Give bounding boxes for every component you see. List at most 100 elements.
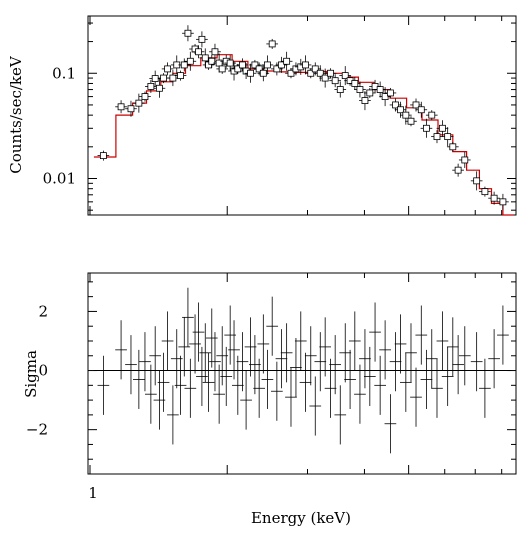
data-point [359,91,371,111]
residual-point [97,355,110,415]
data-point [139,91,151,102]
residual-point [257,314,270,374]
data-point [196,31,208,48]
residuals-y-tick-labels: 2 0 −2 [26,302,48,438]
data-point [216,63,229,74]
data-point [420,118,433,138]
residual-point [220,346,233,407]
residual-point [394,314,407,374]
residual-point [184,358,197,418]
residual-point [294,311,307,371]
data-point [133,93,145,113]
data-point [425,110,438,121]
residual-point [182,287,194,347]
residual-point [253,358,266,418]
residuals-plot-frame [87,272,517,475]
residual-point [192,302,205,362]
residuals-data-points [97,287,509,454]
residual-point [379,320,391,380]
residual-point [399,352,412,412]
residual-point [202,352,215,412]
residual-point [285,367,297,427]
data-point [324,68,337,79]
residual-point [359,329,371,389]
residual-point [299,352,312,412]
spectrum-y-axis-label: Counts/sec/keV [7,55,25,174]
residual-point [334,385,347,445]
residual-point [405,323,417,383]
data-point [354,81,366,98]
residual-point [209,332,221,392]
residuals-y-axis-label: Sigma [22,350,40,398]
data-point [205,54,218,68]
data-point [379,87,391,107]
data-point [249,59,261,70]
residual-point [369,302,381,362]
residual-point [244,317,257,377]
residual-point [125,335,137,395]
data-point [244,63,257,83]
residual-point [139,332,151,392]
data-point [161,62,174,76]
data-point [348,76,361,90]
residual-point [354,364,366,424]
residual-point [329,335,342,395]
residual-point [174,355,187,415]
residual-point [431,358,443,418]
residual-point [290,338,302,398]
residual-point [479,358,491,418]
residual-point [157,352,170,412]
y-tick-label: 2 [38,302,48,320]
residual-point [410,367,422,427]
data-point [497,193,509,210]
residual-point [425,329,438,389]
residual-point [231,355,244,415]
data-point [410,98,422,112]
data-point [488,191,500,205]
residual-point [497,305,509,365]
data-point [285,68,297,79]
data-point [452,163,464,177]
data-point [167,70,179,87]
residual-point [420,349,433,409]
data-point [153,78,166,98]
residual-point [228,320,240,380]
residual-point [196,346,208,407]
data-point [384,87,397,98]
residual-point [205,308,218,368]
residual-point [304,326,317,386]
x-tick-label: 1 [88,484,98,502]
residual-point [167,385,179,445]
data-point [374,81,386,98]
data-point [319,68,332,88]
data-point [436,120,449,137]
spectrum-ticks [88,16,516,215]
residual-point [280,323,293,383]
residual-point [189,314,201,374]
residual-point [389,332,402,392]
residuals-ticks [88,273,516,474]
residual-point [446,317,459,377]
residual-point [275,329,288,389]
data-point [174,70,187,81]
residuals-panel: 2 0 −2 1 Sigma Energy (keV) [22,272,517,527]
residual-point [319,317,332,377]
data-point [415,101,428,118]
residual-point [199,323,212,383]
residual-point [115,320,127,380]
residual-point [348,311,361,371]
data-point [149,70,162,87]
residual-point [133,349,145,409]
residual-point [384,394,397,454]
residual-point [324,358,337,418]
data-point [209,43,221,60]
residual-point [458,326,471,386]
residual-point [240,370,252,430]
data-point [314,65,327,82]
spectrum-plot-frame [87,15,517,216]
y-tick-label: 0.1 [52,64,76,82]
data-point [470,171,483,191]
data-point [97,150,110,161]
residual-point [488,329,500,389]
